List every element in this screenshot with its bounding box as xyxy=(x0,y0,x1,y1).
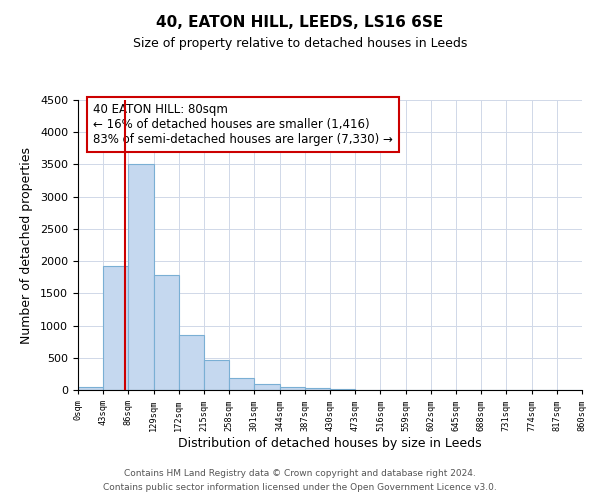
Bar xyxy=(128,164,154,390)
Text: 40, EATON HILL, LEEDS, LS16 6SE: 40, EATON HILL, LEEDS, LS16 6SE xyxy=(157,15,443,30)
Bar xyxy=(154,276,179,390)
Bar xyxy=(103,266,128,390)
Bar xyxy=(204,360,229,390)
Y-axis label: Number of detached properties: Number of detached properties xyxy=(20,146,33,344)
Bar xyxy=(179,334,204,390)
Text: Contains public sector information licensed under the Open Government Licence v3: Contains public sector information licen… xyxy=(103,484,497,492)
Bar xyxy=(229,378,254,390)
Bar xyxy=(305,388,330,390)
Bar xyxy=(78,387,103,390)
Bar xyxy=(254,384,280,390)
Text: 40 EATON HILL: 80sqm
← 16% of detached houses are smaller (1,416)
83% of semi-de: 40 EATON HILL: 80sqm ← 16% of detached h… xyxy=(93,103,393,146)
Text: Contains HM Land Registry data © Crown copyright and database right 2024.: Contains HM Land Registry data © Crown c… xyxy=(124,468,476,477)
Bar xyxy=(280,387,305,390)
X-axis label: Distribution of detached houses by size in Leeds: Distribution of detached houses by size … xyxy=(178,438,482,450)
Text: Size of property relative to detached houses in Leeds: Size of property relative to detached ho… xyxy=(133,38,467,51)
